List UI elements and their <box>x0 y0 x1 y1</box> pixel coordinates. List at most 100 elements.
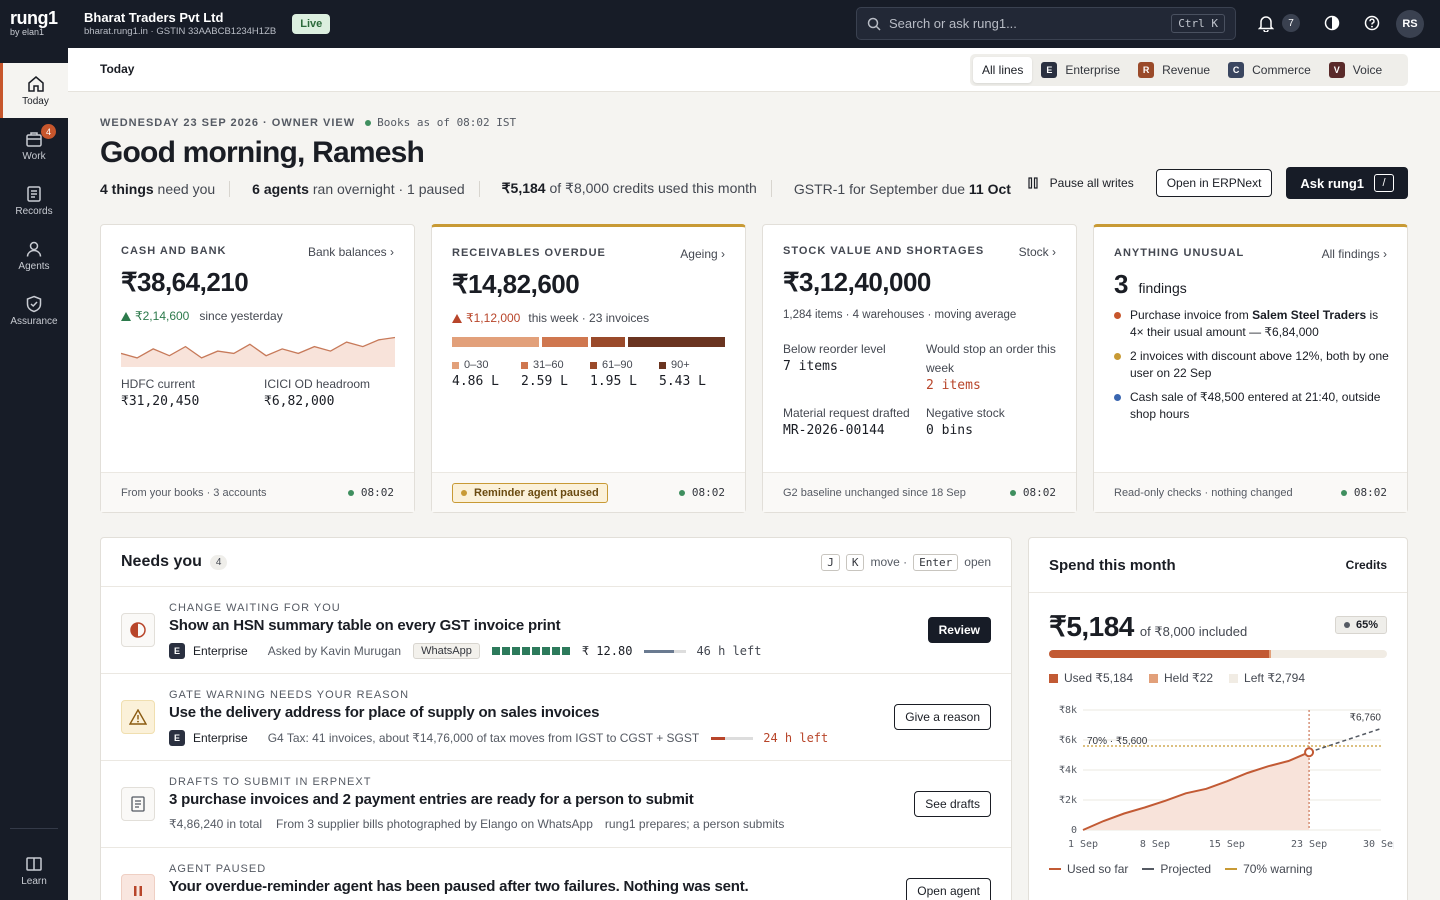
pause-icon <box>1028 177 1038 189</box>
row-kicker: GATE WARNING NEEDS YOUR REASON <box>169 689 410 701</box>
review-button[interactable]: Review <box>927 617 991 643</box>
work-count-badge: 4 <box>41 124 56 139</box>
spend-panel: Spend this month Credits ₹5,184 of ₹8,00… <box>1028 537 1408 900</box>
ageing-segment[interactable] <box>628 337 725 347</box>
bucket-label: 90+ <box>659 359 728 371</box>
needs-row-agent-paused[interactable]: AGENT PAUSED Your overdue-reminder agent… <box>101 848 1011 900</box>
status-dot <box>365 119 372 126</box>
avatar[interactable]: RS <box>1396 10 1424 38</box>
x-tick-label: 1 Sep <box>1068 839 1098 850</box>
brand-logo[interactable]: rung1 by elan1 <box>0 0 68 48</box>
summary-credits[interactable]: ₹5,184 of ₹8,000 credits used this month <box>502 180 772 197</box>
tab-all-lines[interactable]: All lines <box>973 57 1033 83</box>
search-icon <box>867 17 881 31</box>
cash-card[interactable]: CASH AND BANK Bank balances › ₹38,64,210… <box>100 224 415 513</box>
help-icon <box>1364 15 1380 31</box>
card-footer: From your books · 3 accounts 08:02 <box>101 472 414 512</box>
bank-balances-link[interactable]: Bank balances › <box>307 245 394 259</box>
finding-item[interactable]: Cash sale of ₹48,500 entered at 21:40, o… <box>1114 389 1389 423</box>
negative-stock: Negative stock 0 bins <box>926 404 1066 438</box>
sidebar-item-learn[interactable]: Learn <box>0 843 68 898</box>
asked-by: Asked by Kavin Murugan <box>267 644 402 658</box>
card-title: ANYTHING UNUSUAL <box>1114 247 1245 259</box>
line-name: Enterprise <box>193 644 248 658</box>
sidebar-item-records[interactable]: Records <box>0 173 68 228</box>
open-erpnext-button[interactable]: Open in ERPNext <box>1155 169 1273 197</box>
sidebar: Today Work 4 Records Agents Assurance Le… <box>0 48 68 900</box>
briefcase-icon <box>26 131 42 147</box>
tab-commerce[interactable]: C Commerce <box>1219 57 1320 83</box>
sidebar-item-assurance[interactable]: Assurance <box>0 283 68 338</box>
summary-things[interactable]: 4 things need you <box>100 180 231 197</box>
company-meta: bharat.rung1.in · GSTIN 33AABCB1234H1ZB <box>84 26 277 37</box>
summary-bold: ₹5,184 <box>501 180 546 196</box>
ask-rung1-button[interactable]: Ask rung1 / <box>1286 167 1408 199</box>
needs-row-gate-warning[interactable]: GATE WARNING NEEDS YOUR REASON Use the d… <box>101 674 1011 761</box>
finding-item[interactable]: Purchase invoice from Salem Steel Trader… <box>1114 307 1389 341</box>
tab-label: Commerce <box>1252 63 1311 77</box>
receivables-card[interactable]: RECEIVABLES OVERDUE Ageing › ₹14,82,600 … <box>431 224 746 513</box>
ageing-segment[interactable] <box>452 337 539 347</box>
tab-revenue[interactable]: R Revenue <box>1129 57 1219 83</box>
row-meta: E Enterprise Asked by Kavin Murugan What… <box>169 643 761 659</box>
unusual-card[interactable]: ANYTHING UNUSUAL All findings › 3 findin… <box>1093 224 1408 513</box>
metric-label: Below reorder level <box>783 342 886 356</box>
change-icon <box>121 613 155 647</box>
help-button[interactable] <box>1364 15 1380 34</box>
summary-gstr[interactable]: GSTR-1 for September due 11 Oct <box>794 181 1025 197</box>
open-agent-button[interactable]: Open agent <box>906 878 991 900</box>
all-findings-link[interactable]: All findings › <box>1321 247 1387 261</box>
theme-toggle[interactable] <box>1324 15 1340 34</box>
date-label: WEDNESDAY 23 SEP 2026 · OWNER VIEW <box>100 116 356 129</box>
paused-label: Reminder agent paused <box>474 486 599 499</box>
give-reason-button[interactable]: Give a reason <box>894 704 991 730</box>
finding-item[interactable]: 2 invoices with discount above 12%, both… <box>1114 348 1389 382</box>
left-label: Left ₹2,794 <box>1244 671 1306 685</box>
bucket-swatch <box>659 361 666 369</box>
cash-amount: ₹38,64,210 <box>121 267 249 297</box>
warning-icon <box>121 700 155 734</box>
search-shortcut: Ctrl K <box>1171 14 1225 33</box>
notification-count: 7 <box>1282 14 1300 32</box>
hero-actions: Pause all writes Open in ERPNext Ask run… <box>1026 167 1408 199</box>
sidebar-item-work[interactable]: Work 4 <box>0 118 68 173</box>
today-point <box>1304 747 1315 758</box>
pause-writes-button[interactable]: Pause all writes <box>1026 176 1134 190</box>
tab-voice[interactable]: V Voice <box>1320 57 1391 83</box>
credits-link[interactable]: Credits <box>1345 558 1387 572</box>
y-tick-label: ₹8k <box>1059 705 1077 716</box>
needs-row-change[interactable]: CHANGE WAITING FOR YOU Show an HSN summa… <box>101 587 1011 674</box>
summary-bold: 6 agents <box>252 180 309 197</box>
needs-row-drafts[interactable]: DRAFTS TO SUBMIT IN ERPNEXT 3 purchase i… <box>101 761 1011 848</box>
shield-check-icon <box>26 295 42 312</box>
ageing-legend: 0–30 4.86 L 31–60 2.59 L 61–90 1.95 L 90+ 5.43 … <box>452 359 728 389</box>
summary-agents[interactable]: 6 agents ran overnight · 1 paused <box>252 180 480 197</box>
stock-card[interactable]: STOCK VALUE AND SHORTAGES Stock › ₹3,12,… <box>762 224 1077 513</box>
tab-enterprise[interactable]: E Enterprise <box>1032 57 1129 83</box>
warning-label: 70% · ₹5,600 <box>1087 736 1148 747</box>
hdfc-value: ₹31,20,450 <box>121 394 200 409</box>
search-input[interactable]: Search or ask rung1... Ctrl K <box>856 7 1236 40</box>
ageing-link[interactable]: Ageing › <box>680 247 725 261</box>
metric-value[interactable]: MR-2026-00144 <box>783 423 885 438</box>
legend-used: Used so far <box>1067 862 1129 876</box>
see-drafts-button[interactable]: See drafts <box>914 791 991 817</box>
ageing-segment[interactable] <box>541 337 588 347</box>
stock-link[interactable]: Stock › <box>1018 245 1056 259</box>
bucket-label: 0–30 <box>452 359 521 371</box>
sidebar-item-today[interactable]: Today <box>0 63 68 118</box>
delta-value: ₹1,12,000 <box>466 311 521 325</box>
credit-legend: Used ₹5,184 Held ₹22 Left ₹2,794 <box>1049 671 1305 685</box>
brand-sub: by elan1 <box>10 27 45 37</box>
receivables-delta: ₹1,12,000 this week · 23 invoices <box>452 311 649 325</box>
greeting-heading: Good morning, Ramesh <box>100 136 425 169</box>
ageing-segment[interactable] <box>590 337 626 347</box>
key-j: J <box>821 553 840 571</box>
line-name: Enterprise <box>193 731 248 745</box>
sidebar-item-agents[interactable]: Agents <box>0 228 68 283</box>
card-footer: Read-only checks · nothing changed 08:02 <box>1094 472 1407 512</box>
paused-badge: Reminder agent paused <box>452 482 608 503</box>
notifications-button[interactable]: 7 <box>1258 14 1300 32</box>
used-line-swatch <box>1049 868 1061 870</box>
key-k: K <box>845 553 865 571</box>
